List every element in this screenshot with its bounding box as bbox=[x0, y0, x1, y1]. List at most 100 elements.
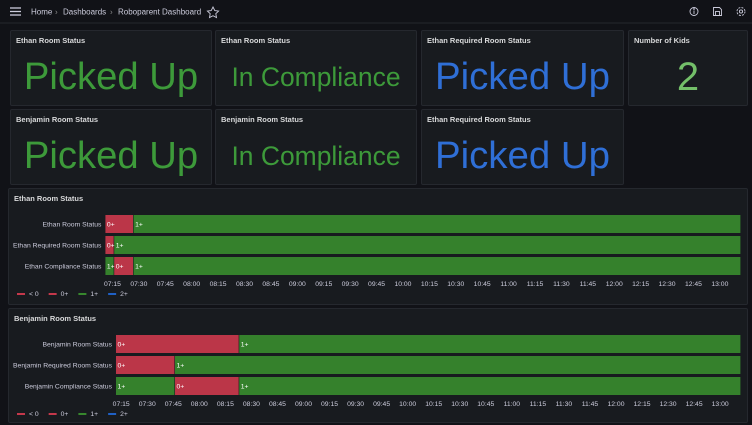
row-label: Ethan Compliance Status bbox=[25, 264, 102, 271]
x-tick-label: 10:45 bbox=[474, 281, 491, 288]
x-tick-label: 09:45 bbox=[373, 401, 390, 408]
x-tick-label: 13:00 bbox=[711, 281, 728, 288]
legend-label: 1+ bbox=[90, 291, 98, 298]
segment-label: 0+ bbox=[117, 342, 125, 349]
state-segment bbox=[175, 356, 741, 374]
x-tick-label: 07:30 bbox=[139, 401, 156, 408]
x-tick-label: 10:30 bbox=[447, 281, 464, 288]
star-button[interactable] bbox=[206, 5, 220, 19]
state-segment bbox=[105, 215, 133, 233]
state-segment bbox=[105, 257, 114, 275]
x-tick-label: 12:45 bbox=[686, 401, 703, 408]
legend-label: 2+ bbox=[120, 411, 128, 418]
stat-panel: Ethan Room Status In Compliance bbox=[215, 30, 417, 106]
state-segment bbox=[115, 356, 175, 374]
x-tick-label: 07:15 bbox=[113, 401, 130, 408]
state-segment bbox=[133, 215, 741, 233]
stat-panel: Benjamin Room Status In Compliance bbox=[215, 109, 417, 185]
stat-value: In Compliance bbox=[231, 140, 401, 171]
x-tick-label: 08:00 bbox=[191, 401, 208, 408]
timeline-chart: Ethan Room Status Ethan Required Room Sta… bbox=[13, 215, 741, 298]
x-tick-label: 12:30 bbox=[660, 401, 677, 408]
x-tick-label: 12:45 bbox=[685, 281, 702, 288]
panel-title: Benjamin Room Status bbox=[14, 314, 97, 323]
segment-label: 1+ bbox=[135, 264, 143, 271]
x-tick-label: 11:15 bbox=[530, 401, 547, 408]
segment-label: 1+ bbox=[117, 384, 125, 391]
x-tick-label: 09:15 bbox=[321, 401, 338, 408]
segment-label: 0+ bbox=[107, 222, 115, 229]
panel-title: Number of Kids bbox=[634, 36, 690, 45]
stat-panel: Ethan Room Status Picked Up bbox=[10, 30, 212, 106]
x-tick-label: 10:15 bbox=[421, 281, 438, 288]
timeline-panel: Benjamin Room Status Benjamin Room Status… bbox=[8, 308, 748, 423]
breadcrumb-separator: › bbox=[110, 8, 113, 17]
breadcrumb-home[interactable]: Home bbox=[31, 8, 53, 17]
stat-value: Picked Up bbox=[23, 55, 199, 98]
legend-label: 0+ bbox=[61, 411, 69, 418]
state-segment bbox=[115, 335, 239, 353]
settings-button[interactable] bbox=[736, 7, 746, 16]
row-label: Benjamin Room Status bbox=[42, 342, 112, 349]
x-tick-label: 09:30 bbox=[342, 281, 359, 288]
segment-label: 1+ bbox=[177, 363, 185, 370]
x-tick-label: 12:15 bbox=[634, 401, 651, 408]
legend-label: 2+ bbox=[120, 291, 128, 298]
segment-label: 1+ bbox=[241, 384, 249, 391]
segment-label: 0+ bbox=[107, 243, 115, 250]
x-tick-label: 07:15 bbox=[104, 281, 121, 288]
stat-value: In Compliance bbox=[231, 61, 401, 92]
info-button[interactable] bbox=[689, 7, 699, 16]
x-tick-label: 09:00 bbox=[289, 281, 306, 288]
x-tick-label: 10:30 bbox=[451, 401, 468, 408]
x-tick-label: 11:45 bbox=[580, 281, 597, 288]
state-segment bbox=[175, 377, 239, 395]
stat-panel: Ethan Required Room Status Picked Up bbox=[421, 30, 624, 106]
segment-label: 0+ bbox=[177, 384, 185, 391]
x-tick-label: 12:30 bbox=[659, 281, 676, 288]
state-segment bbox=[115, 377, 175, 395]
panel-title: Ethan Room Status bbox=[14, 194, 84, 203]
row-label: Ethan Required Room Status bbox=[13, 243, 102, 250]
breadcrumb-separator: › bbox=[55, 8, 58, 17]
legend-label: 1+ bbox=[90, 411, 98, 418]
stat-value: Picked Up bbox=[434, 55, 611, 98]
legend-label: < 0 bbox=[29, 411, 39, 418]
row-label: Benjamin Required Room Status bbox=[13, 363, 113, 370]
x-tick-label: 12:00 bbox=[607, 401, 624, 408]
top-bar-bg bbox=[0, 0, 752, 23]
x-tick-label: 09:45 bbox=[368, 281, 385, 288]
x-tick-label: 11:15 bbox=[527, 281, 544, 288]
x-tick-label: 09:30 bbox=[347, 401, 364, 408]
state-segment bbox=[114, 257, 133, 275]
segment-label: 0+ bbox=[117, 363, 125, 370]
save-button[interactable] bbox=[713, 7, 722, 16]
row-label: Ethan Room Status bbox=[42, 222, 102, 229]
segment-label: 1+ bbox=[116, 243, 124, 250]
stat-value: Picked Up bbox=[434, 134, 611, 177]
x-tick-label: 08:00 bbox=[183, 281, 200, 288]
segment-label: 0+ bbox=[116, 264, 124, 271]
panel-title: Benjamin Room Status bbox=[221, 115, 304, 124]
menu-button[interactable] bbox=[10, 7, 21, 16]
legend-label: < 0 bbox=[29, 291, 39, 298]
stat-value: Picked Up bbox=[23, 134, 199, 177]
top-bar: Home › Dashboards › Roboparent Dashboard bbox=[0, 0, 752, 24]
panel-title: Ethan Room Status bbox=[221, 36, 291, 45]
x-tick-label: 10:00 bbox=[394, 281, 411, 288]
x-tick-label: 08:15 bbox=[210, 281, 227, 288]
state-segment bbox=[105, 236, 114, 254]
breadcrumb-current: Roboparent Dashboard bbox=[118, 8, 201, 17]
stat-value: 2 bbox=[676, 54, 700, 99]
stat-panel: Benjamin Room Status Picked Up bbox=[10, 109, 212, 185]
state-segment bbox=[114, 236, 741, 254]
row-label: Benjamin Compliance Status bbox=[25, 384, 113, 391]
x-tick-label: 08:15 bbox=[217, 401, 234, 408]
x-tick-label: 10:15 bbox=[425, 401, 442, 408]
timeline-panel: Ethan Room Status Ethan Room Status Ethan … bbox=[8, 188, 748, 305]
segment-label: 1+ bbox=[241, 342, 249, 349]
x-tick-label: 12:15 bbox=[632, 281, 649, 288]
segment-label: 1+ bbox=[135, 222, 143, 229]
breadcrumb-dashboards[interactable]: Dashboards bbox=[63, 8, 106, 17]
